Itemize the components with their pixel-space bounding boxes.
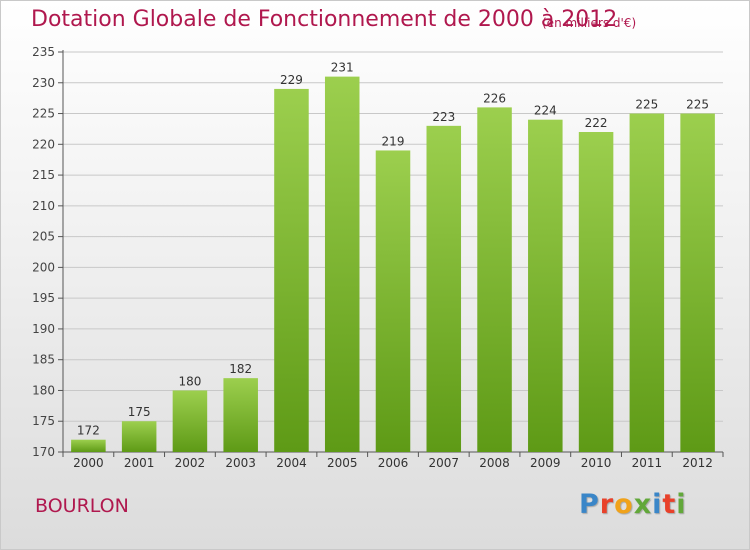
data-label: 229 — [280, 73, 303, 87]
y-tick-label: 225 — [32, 107, 55, 121]
data-label: 223 — [432, 110, 455, 124]
bar-2002[interactable] — [172, 390, 208, 452]
bar-2005[interactable] — [324, 76, 360, 452]
data-label: 182 — [229, 362, 252, 376]
data-label: 226 — [483, 91, 506, 105]
label-layer: 2000 172 2001 175 2002 180 2003 182 2004 229 2005 2… — [73, 61, 713, 470]
x-tick-label: 2007 — [428, 456, 459, 470]
bar-2010[interactable] — [578, 132, 614, 452]
bar-2012[interactable] — [680, 113, 715, 453]
data-label: 225 — [686, 98, 709, 112]
logo-letter: o — [614, 489, 634, 520]
y-tick-label: 205 — [32, 230, 55, 244]
y-tick-label: 230 — [32, 76, 55, 90]
bar-2006[interactable] — [375, 150, 411, 452]
y-tick-label: 190 — [32, 322, 55, 336]
x-tick-label: 2000 — [73, 456, 104, 470]
x-tick-label: 2009 — [530, 456, 561, 470]
bar-2004[interactable] — [274, 88, 309, 452]
y-tick-label: 220 — [32, 137, 55, 151]
logo-letter: i — [676, 489, 687, 520]
logo-letter: P — [579, 489, 600, 520]
y-tick-label: 180 — [32, 383, 55, 397]
bar-2001[interactable] — [121, 421, 157, 452]
bar-2009[interactable] — [528, 119, 563, 452]
data-label: 222 — [585, 116, 608, 130]
data-label: 231 — [331, 61, 354, 75]
x-tick-label: 2003 — [225, 456, 256, 470]
x-tick-label: 2010 — [581, 456, 612, 470]
logo-letter: i — [652, 489, 663, 520]
logo-letter: x — [633, 489, 653, 520]
y-tick-label: 210 — [32, 199, 55, 213]
y-tick-label: 185 — [32, 353, 55, 367]
bar-2007[interactable] — [426, 125, 462, 452]
x-tick-label: 2011 — [632, 456, 663, 470]
y-tick-label: 235 — [32, 45, 55, 59]
data-label: 219 — [382, 134, 405, 148]
data-label: 224 — [534, 104, 557, 118]
x-tick-label: 2002 — [175, 456, 206, 470]
data-label: 172 — [77, 424, 100, 438]
x-tick-label: 2005 — [327, 456, 358, 470]
x-tick-label: 2001 — [124, 456, 155, 470]
bar-2003[interactable] — [223, 378, 258, 452]
data-label: 180 — [178, 374, 201, 388]
y-tick-label: 175 — [32, 414, 55, 428]
bar-2008[interactable] — [477, 107, 512, 452]
y-tick-label: 170 — [32, 445, 55, 459]
commune-name: BOURLON — [35, 495, 129, 517]
x-tick-label: 2008 — [479, 456, 510, 470]
bar-layer — [71, 76, 715, 453]
y-tick-label: 200 — [32, 260, 55, 274]
y-tick-label: 195 — [32, 291, 55, 305]
chart-subtitle: (en milliers d'€) — [542, 16, 637, 30]
x-tick-label: 2004 — [276, 456, 307, 470]
chart-title: Dotation Globale de Fonctionnement de 20… — [31, 7, 618, 32]
data-label: 225 — [635, 98, 658, 112]
logo-letter: t — [662, 489, 677, 520]
x-tick-label: 2012 — [682, 456, 713, 470]
bar-2000[interactable] — [71, 439, 106, 452]
x-tick-label: 2006 — [378, 456, 409, 470]
y-tick-label: 215 — [32, 168, 55, 182]
logo-letter: r — [599, 489, 615, 520]
bar-2011[interactable] — [629, 113, 665, 453]
proxiti-logo[interactable]: Proxiti — [579, 489, 687, 520]
data-label: 175 — [128, 405, 151, 419]
